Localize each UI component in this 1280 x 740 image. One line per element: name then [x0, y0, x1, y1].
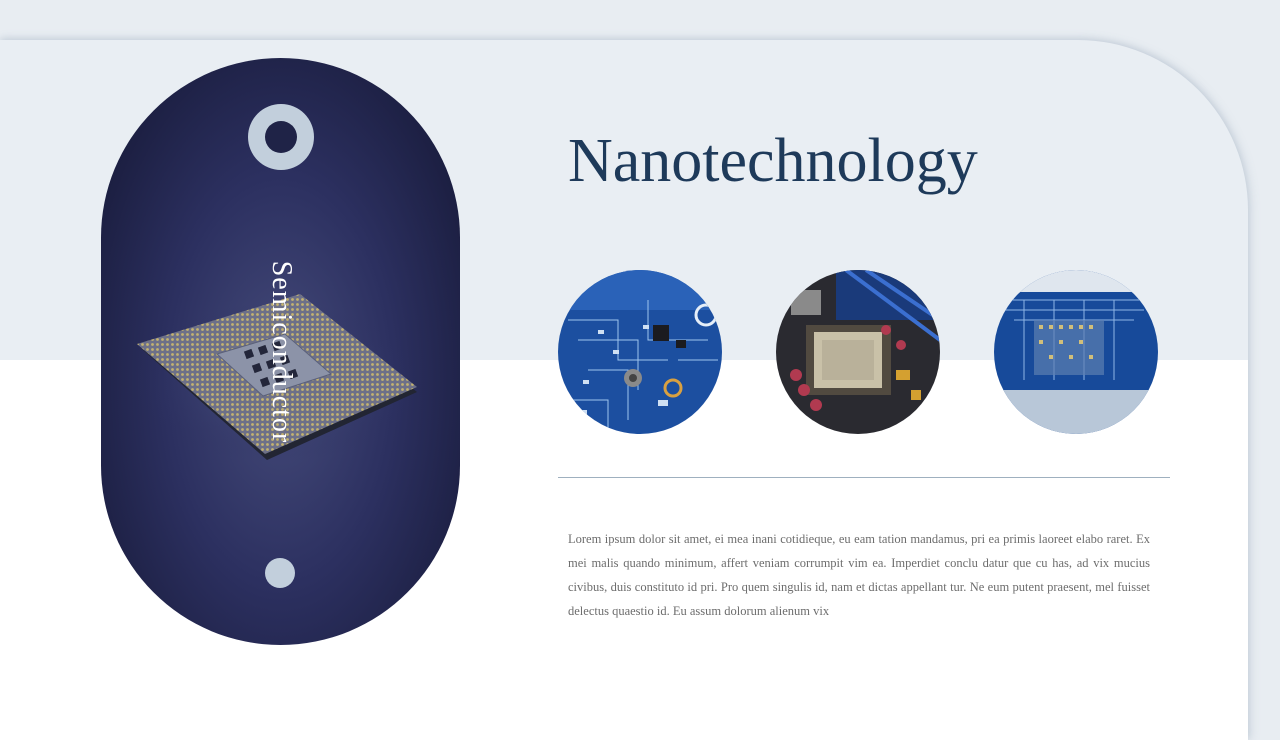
- cpu-socket-photo: [776, 270, 940, 434]
- circuit-board-photo-1: [558, 270, 722, 434]
- top-strip: [0, 0, 1280, 42]
- dot-ornament: [265, 558, 295, 588]
- body-paragraph: Lorem ipsum dolor sit amet, ei mea inani…: [568, 532, 1150, 618]
- slide-title: Nanotechnology: [568, 127, 978, 195]
- vertical-label: Semiconductor: [266, 260, 297, 444]
- divider-line: [558, 477, 1170, 478]
- cpu-chip-image: [137, 294, 417, 462]
- circuit-board-photo-2: [994, 270, 1158, 434]
- ring-hole: [265, 121, 297, 153]
